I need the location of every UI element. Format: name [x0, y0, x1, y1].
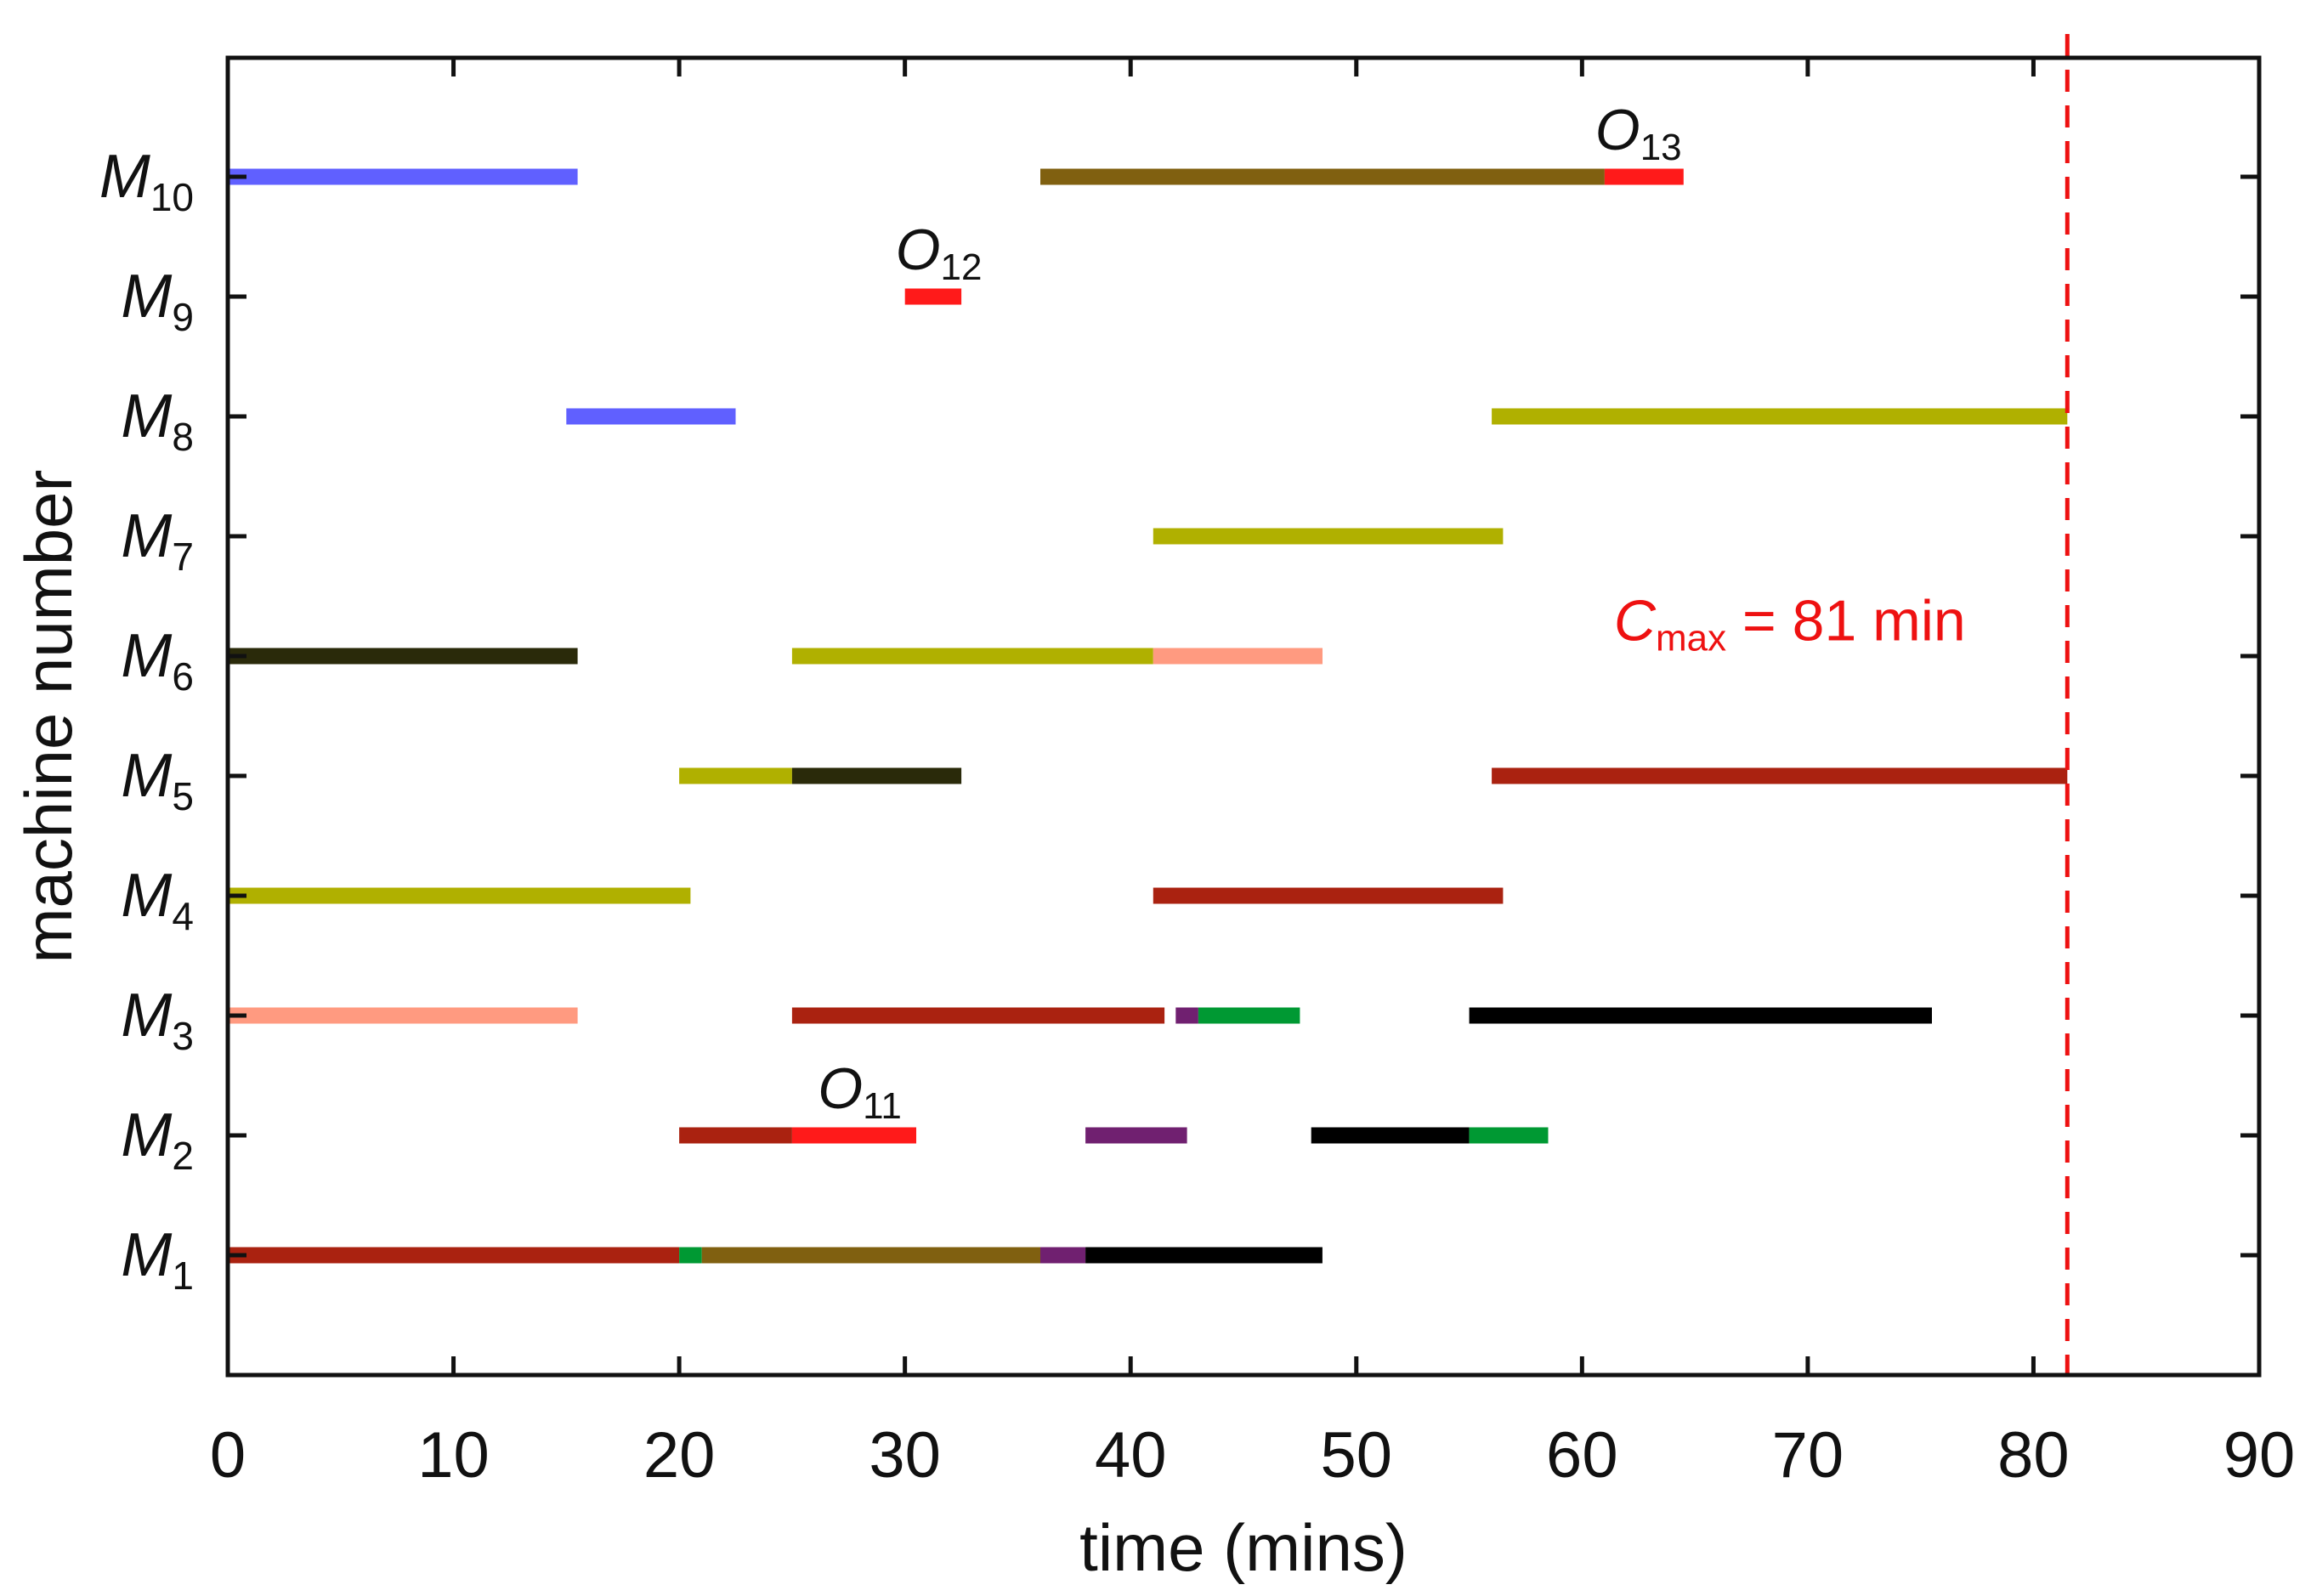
operation-bar-m3-12: [1175, 1007, 1198, 1024]
operation-bar-m2-9: [1469, 1127, 1549, 1144]
operation-bar-m3-13: [1198, 1007, 1300, 1024]
operation-bar-m8-24: [566, 408, 736, 425]
x-tick-label-90: 90: [2223, 1419, 2296, 1491]
op-annotation-o12: O12: [896, 218, 983, 288]
operation-bar-m5-19: [1492, 767, 2068, 784]
machine-label-m3: M3: [121, 982, 194, 1058]
operation-bar-m10-29: [1604, 168, 1684, 185]
labels-layer: 0 10 20 30 40 50 60 70 80 90 M1 M2 M3 M4 M5 M6 M7 M8 M9 M10…: [99, 98, 2295, 1491]
bars-layer: [228, 34, 2070, 1375]
machine-label-m7: M7: [121, 502, 194, 579]
operation-bar-m6-22: [1153, 648, 1323, 665]
x-tick-label-10: 10: [417, 1419, 490, 1491]
x-tick-label-30: 30: [869, 1419, 941, 1491]
operation-bar-m1-4: [1085, 1247, 1323, 1264]
operation-bar-m9-26: [904, 288, 962, 305]
operation-bar-m2-5: [679, 1127, 792, 1144]
x-tick-label-50: 50: [1321, 1419, 1393, 1491]
plot-frame: [225, 55, 2262, 1378]
operation-bar-m1-1: [679, 1247, 702, 1264]
machine-label-m2: M2: [121, 1101, 194, 1178]
operation-bar-m3-14: [1469, 1007, 1932, 1024]
operation-bar-m10-27: [228, 168, 578, 185]
x-tick-label-20: 20: [643, 1419, 716, 1491]
cmax-label: Cmax = 81 min: [1614, 589, 1966, 659]
machine-label-m1: M1: [121, 1221, 194, 1298]
operation-bar-m6-21: [791, 648, 1153, 665]
operation-bar-m1-3: [1040, 1247, 1086, 1264]
machine-label-m4: M4: [121, 862, 194, 938]
operation-bar-m2-6: [791, 1127, 916, 1144]
machine-label-m9: M9: [121, 263, 194, 339]
operation-bar-m3-11: [791, 1007, 1165, 1024]
op-annotation-o13: O13: [1595, 98, 1682, 168]
operation-bar-m2-8: [1311, 1127, 1470, 1144]
machine-label-m6: M6: [121, 622, 194, 699]
machine-label-m10: M10: [99, 143, 194, 219]
operation-bar-m5-17: [679, 767, 792, 784]
operation-bar-m6-20: [228, 648, 578, 665]
x-tick-label-80: 80: [1997, 1419, 2070, 1491]
operation-bar-m5-18: [791, 767, 962, 784]
y-axis-label: machine number: [11, 470, 86, 964]
op-annotation-o11: O11: [818, 1056, 902, 1127]
operation-bar-m4-15: [228, 887, 691, 904]
operation-bar-m4-16: [1153, 887, 1504, 904]
x-axis-label: time (mins): [1079, 1510, 1408, 1585]
x-tick-label-70: 70: [1772, 1419, 1844, 1491]
machine-label-m8: M8: [121, 382, 194, 459]
operation-bar-m3-10: [228, 1007, 578, 1024]
operation-bar-m1-2: [701, 1247, 1040, 1264]
operation-bar-m7-23: [1153, 528, 1504, 545]
x-tick-label-60: 60: [1546, 1419, 1618, 1491]
machine-label-m5: M5: [121, 742, 194, 818]
ticks-layer: [225, 58, 2262, 1375]
operation-bar-m10-28: [1040, 168, 1605, 185]
operation-bar-m1-0: [228, 1247, 680, 1264]
operation-bar-m8-25: [1492, 408, 2068, 425]
x-tick-label-0: 0: [210, 1419, 246, 1491]
x-tick-label-40: 40: [1095, 1419, 1167, 1491]
operation-bar-m2-7: [1085, 1127, 1187, 1144]
